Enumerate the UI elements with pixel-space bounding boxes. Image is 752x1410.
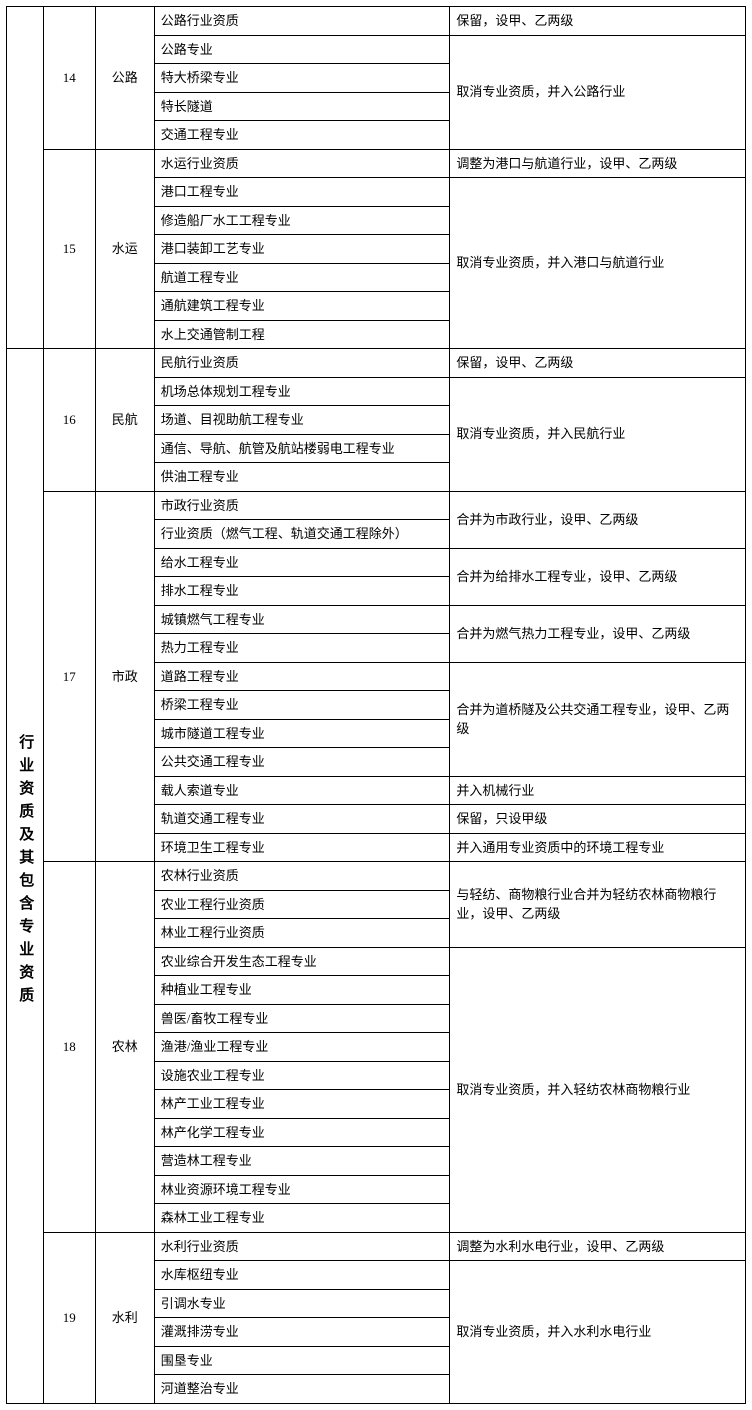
specialty-cell: 农业综合开发生态工程专业 xyxy=(154,947,450,976)
specialty-cell: 农业工程行业资质 xyxy=(154,890,450,919)
note-cell: 并入通用专业资质中的环境工程专业 xyxy=(450,833,746,862)
specialty-cell: 设施农业工程专业 xyxy=(154,1061,450,1090)
specialty-cell: 热力工程专业 xyxy=(154,634,450,663)
specialty-cell: 林业资源环境工程专业 xyxy=(154,1175,450,1204)
note-cell: 取消专业资质，并入轻纺农林商物粮行业 xyxy=(450,947,746,1232)
specialty-cell: 兽医/畜牧工程专业 xyxy=(154,1004,450,1033)
note-cell: 取消专业资质，并入民航行业 xyxy=(450,377,746,491)
category-cell: 行业资质及其包含专业资质 xyxy=(7,349,44,1404)
group-number: 16 xyxy=(43,349,95,492)
note-cell: 保留，只设甲级 xyxy=(450,805,746,834)
industry-name: 市政 xyxy=(95,491,154,862)
group-number: 19 xyxy=(43,1232,95,1403)
specialty-cell: 农林行业资质 xyxy=(154,862,450,891)
group-number: 18 xyxy=(43,862,95,1233)
specialty-cell: 航道工程专业 xyxy=(154,263,450,292)
specialty-cell: 公共交通工程专业 xyxy=(154,748,450,777)
note-cell: 合并为给排水工程专业，设甲、乙两级 xyxy=(450,548,746,605)
specialty-cell: 交通工程专业 xyxy=(154,121,450,150)
specialty-cell: 供油工程专业 xyxy=(154,463,450,492)
specialty-cell: 排水工程专业 xyxy=(154,577,450,606)
specialty-cell: 道路工程专业 xyxy=(154,662,450,691)
industry-name: 水运 xyxy=(95,149,154,349)
specialty-cell: 载人索道专业 xyxy=(154,776,450,805)
table-row: 15水运水运行业资质调整为港口与航道行业，设甲、乙两级 xyxy=(7,149,746,178)
note-cell: 调整为港口与航道行业，设甲、乙两级 xyxy=(450,149,746,178)
specialty-cell: 林产工业工程专业 xyxy=(154,1090,450,1119)
note-cell: 保留，设甲、乙两级 xyxy=(450,349,746,378)
industry-name: 水利 xyxy=(95,1232,154,1403)
group-number: 15 xyxy=(43,149,95,349)
specialty-cell: 种植业工程专业 xyxy=(154,976,450,1005)
note-cell: 取消专业资质，并入港口与航道行业 xyxy=(450,178,746,349)
qualification-table: 14公路公路行业资质保留，设甲、乙两级公路专业取消专业资质，并入公路行业特大桥梁… xyxy=(6,6,746,1404)
specialty-cell: 轨道交通工程专业 xyxy=(154,805,450,834)
specialty-cell: 林产化学工程专业 xyxy=(154,1118,450,1147)
note-cell: 调整为水利水电行业，设甲、乙两级 xyxy=(450,1232,746,1261)
note-cell: 与轻纺、商物粮行业合并为轻纺农林商物粮行业，设甲、乙两级 xyxy=(450,862,746,948)
specialty-cell: 给水工程专业 xyxy=(154,548,450,577)
note-cell: 取消专业资质，并入水利水电行业 xyxy=(450,1261,746,1404)
specialty-cell: 水运行业资质 xyxy=(154,149,450,178)
table-row: 17市政市政行业资质合并为市政行业，设甲、乙两级 xyxy=(7,491,746,520)
specialty-cell: 河道整治专业 xyxy=(154,1375,450,1404)
specialty-cell: 水利行业资质 xyxy=(154,1232,450,1261)
specialty-cell: 民航行业资质 xyxy=(154,349,450,378)
specialty-cell: 场道、目视助航工程专业 xyxy=(154,406,450,435)
specialty-cell: 行业资质（燃气工程、轨道交通工程除外） xyxy=(154,520,450,549)
specialty-cell: 渔港/渔业工程专业 xyxy=(154,1033,450,1062)
category-cell-top xyxy=(7,7,44,349)
specialty-cell: 营造林工程专业 xyxy=(154,1147,450,1176)
specialty-cell: 特长隧道 xyxy=(154,92,450,121)
specialty-cell: 港口工程专业 xyxy=(154,178,450,207)
specialty-cell: 通航建筑工程专业 xyxy=(154,292,450,321)
note-cell: 取消专业资质，并入公路行业 xyxy=(450,35,746,149)
specialty-cell: 城镇燃气工程专业 xyxy=(154,605,450,634)
specialty-cell: 水库枢纽专业 xyxy=(154,1261,450,1290)
specialty-cell: 港口装卸工艺专业 xyxy=(154,235,450,264)
note-cell: 合并为道桥隧及公共交通工程专业，设甲、乙两级 xyxy=(450,662,746,776)
table-row: 14公路公路行业资质保留，设甲、乙两级 xyxy=(7,7,746,36)
specialty-cell: 灌溉排涝专业 xyxy=(154,1318,450,1347)
industry-name: 公路 xyxy=(95,7,154,150)
note-cell: 合并为燃气热力工程专业，设甲、乙两级 xyxy=(450,605,746,662)
note-cell: 并入机械行业 xyxy=(450,776,746,805)
specialty-cell: 特大桥梁专业 xyxy=(154,64,450,93)
specialty-cell: 环境卫生工程专业 xyxy=(154,833,450,862)
specialty-cell: 公路行业资质 xyxy=(154,7,450,36)
specialty-cell: 公路专业 xyxy=(154,35,450,64)
note-cell: 保留，设甲、乙两级 xyxy=(450,7,746,36)
table-row: 行业资质及其包含专业资质16民航民航行业资质保留，设甲、乙两级 xyxy=(7,349,746,378)
specialty-cell: 水上交通管制工程 xyxy=(154,320,450,349)
industry-name: 农林 xyxy=(95,862,154,1233)
group-number: 17 xyxy=(43,491,95,862)
table-row: 19水利水利行业资质调整为水利水电行业，设甲、乙两级 xyxy=(7,1232,746,1261)
specialty-cell: 市政行业资质 xyxy=(154,491,450,520)
specialty-cell: 桥梁工程专业 xyxy=(154,691,450,720)
note-cell: 合并为市政行业，设甲、乙两级 xyxy=(450,491,746,548)
specialty-cell: 林业工程行业资质 xyxy=(154,919,450,948)
specialty-cell: 机场总体规划工程专业 xyxy=(154,377,450,406)
specialty-cell: 森林工业工程专业 xyxy=(154,1204,450,1233)
group-number: 14 xyxy=(43,7,95,150)
category-label: 行业资质及其包含专业资质 xyxy=(14,734,37,1010)
table-row: 18农林农林行业资质与轻纺、商物粮行业合并为轻纺农林商物粮行业，设甲、乙两级 xyxy=(7,862,746,891)
specialty-cell: 引调水专业 xyxy=(154,1289,450,1318)
industry-name: 民航 xyxy=(95,349,154,492)
specialty-cell: 围垦专业 xyxy=(154,1346,450,1375)
specialty-cell: 修造船厂水工工程专业 xyxy=(154,206,450,235)
specialty-cell: 城市隧道工程专业 xyxy=(154,719,450,748)
specialty-cell: 通信、导航、航管及航站楼弱电工程专业 xyxy=(154,434,450,463)
